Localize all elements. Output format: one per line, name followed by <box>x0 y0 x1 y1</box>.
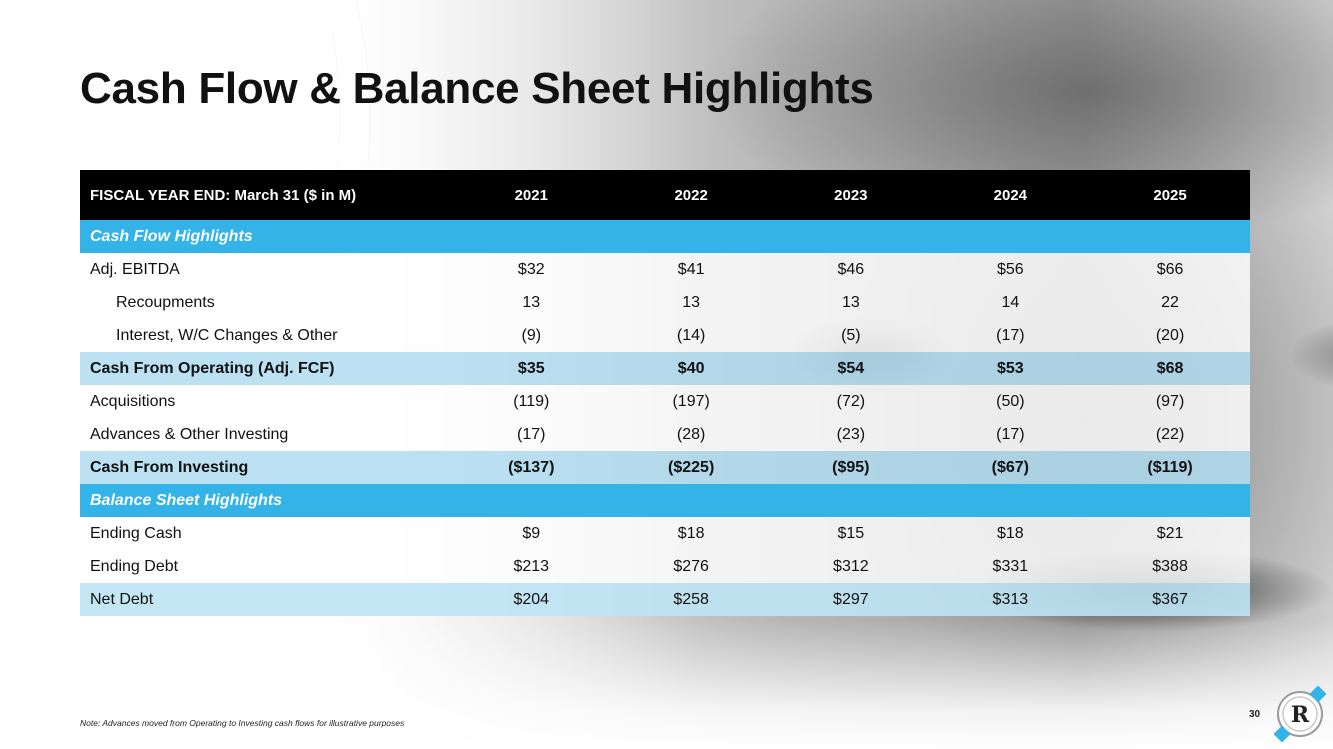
value-cell: (5) <box>771 319 931 352</box>
value-cell: ($67) <box>930 451 1091 484</box>
table-row: Net Debt $204 $258 $297 $313 $367 <box>80 583 1250 616</box>
row-label: Advances & Other Investing <box>80 418 452 451</box>
value-cell: $53 <box>930 352 1091 385</box>
year-header: 2024 <box>930 170 1091 220</box>
total-row: Cash From Operating (Adj. FCF) $35 $40 $54 $… <box>80 352 1250 385</box>
table-body: Cash Flow Highlights Adj. EBITDA $32 $41 $46… <box>80 220 1250 616</box>
value-cell: (17) <box>451 418 612 451</box>
logo-letter: R <box>1291 702 1310 728</box>
value-cell: $18 <box>611 517 772 550</box>
table-row: Ending Debt $213 $276 $312 $331 $388 <box>80 550 1250 583</box>
value-cell: 22 <box>1090 286 1250 319</box>
value-cell: $388 <box>1090 550 1250 583</box>
value-cell: ($225) <box>611 451 772 484</box>
year-header: 2022 <box>611 170 772 220</box>
section-header-row: Balance Sheet Highlights <box>80 484 1250 517</box>
value-cell: $41 <box>611 253 772 286</box>
background-fade-bottom <box>0 620 1333 749</box>
value-cell: $204 <box>451 583 612 616</box>
year-header: 2025 <box>1090 170 1250 220</box>
table-row: Acquisitions (119) (197) (72) (50) (97) <box>80 385 1250 418</box>
table-row: Advances & Other Investing (17) (28) (23) (1… <box>80 418 1250 451</box>
value-cell: (97) <box>1090 385 1250 418</box>
value-cell: 13 <box>771 286 931 319</box>
table-header-row: FISCAL YEAR END: March 31 ($ in M) 2021 … <box>80 170 1250 220</box>
row-label: Ending Debt <box>80 550 452 583</box>
value-cell: 13 <box>611 286 772 319</box>
value-cell: $312 <box>771 550 931 583</box>
row-label: Adj. EBITDA <box>80 253 452 286</box>
value-cell: (197) <box>611 385 772 418</box>
value-cell: ($137) <box>451 451 612 484</box>
row-label: Net Debt <box>80 583 452 616</box>
row-label: Ending Cash <box>80 517 452 550</box>
company-logo-icon: R <box>1273 686 1327 742</box>
row-label: Interest, W/C Changes & Other <box>80 319 452 352</box>
footnote: Note: Advances moved from Operating to I… <box>80 718 405 728</box>
header-label: FISCAL YEAR END: March 31 ($ in M) <box>80 170 452 220</box>
value-cell: (28) <box>611 418 772 451</box>
value-cell: $40 <box>611 352 772 385</box>
value-cell: $32 <box>451 253 612 286</box>
section-label: Balance Sheet Highlights <box>80 484 1250 517</box>
page-number: 30 <box>1249 709 1261 720</box>
value-cell: $15 <box>771 517 931 550</box>
value-cell: (72) <box>771 385 931 418</box>
value-cell: $35 <box>451 352 612 385</box>
value-cell: ($95) <box>771 451 931 484</box>
value-cell: (14) <box>611 319 772 352</box>
value-cell: $9 <box>451 517 612 550</box>
value-cell: $21 <box>1090 517 1250 550</box>
value-cell: ($119) <box>1090 451 1250 484</box>
section-label: Cash Flow Highlights <box>80 220 1250 253</box>
row-label: Recoupments <box>80 286 452 319</box>
value-cell: $367 <box>1090 583 1250 616</box>
value-cell: (20) <box>1090 319 1250 352</box>
year-header: 2021 <box>451 170 612 220</box>
value-cell: $213 <box>451 550 612 583</box>
value-cell: (17) <box>930 418 1091 451</box>
table-row: Recoupments 13 13 13 14 22 <box>80 286 1250 319</box>
table-row: Interest, W/C Changes & Other (9) (14) (5)(… <box>80 319 1250 352</box>
value-cell: $313 <box>930 583 1091 616</box>
table-row: Adj. EBITDA $32 $41 $46 $56 $66 <box>80 253 1250 286</box>
value-cell: $297 <box>771 583 931 616</box>
value-cell: $46 <box>771 253 931 286</box>
value-cell: $54 <box>771 352 931 385</box>
value-cell: 13 <box>451 286 612 319</box>
value-cell: $18 <box>930 517 1091 550</box>
total-row: Cash From Investing ($137) ($225) ($95) ($67… <box>80 451 1250 484</box>
row-label: Acquisitions <box>80 385 452 418</box>
value-cell: $68 <box>1090 352 1250 385</box>
value-cell: (50) <box>930 385 1091 418</box>
year-header: 2023 <box>771 170 931 220</box>
financial-table: FISCAL YEAR END: March 31 ($ in M) 2021 … <box>80 170 1250 616</box>
row-label: Cash From Operating (Adj. FCF) <box>80 352 452 385</box>
value-cell: (9) <box>451 319 612 352</box>
page-title: Cash Flow & Balance Sheet Highlights <box>80 64 874 113</box>
value-cell: $276 <box>611 550 772 583</box>
value-cell: (22) <box>1090 418 1250 451</box>
table-row: Ending Cash $9 $18 $15 $18 $21 <box>80 517 1250 550</box>
value-cell: $66 <box>1090 253 1250 286</box>
value-cell: 14 <box>930 286 1091 319</box>
section-header-row: Cash Flow Highlights <box>80 220 1250 253</box>
value-cell: $331 <box>930 550 1091 583</box>
value-cell: (119) <box>451 385 612 418</box>
row-label: Cash From Investing <box>80 451 452 484</box>
value-cell: (23) <box>771 418 931 451</box>
value-cell: (17) <box>930 319 1091 352</box>
value-cell: $56 <box>930 253 1091 286</box>
value-cell: $258 <box>611 583 772 616</box>
